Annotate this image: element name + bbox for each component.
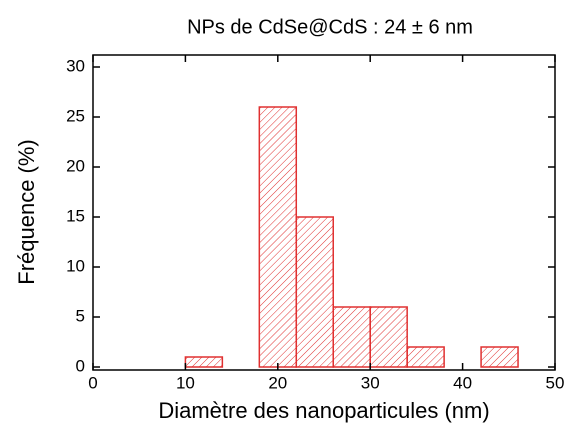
y-tick-label: 0 [76, 356, 85, 375]
y-tick-label: 15 [66, 206, 85, 225]
x-axis-label: Diamètre des nanoparticules (nm) [158, 398, 489, 423]
bar [369, 306, 408, 368]
bar [332, 306, 371, 368]
bar [480, 346, 519, 368]
x-tick-label: 20 [268, 373, 287, 392]
x-tick-label: 10 [176, 373, 195, 392]
bar [184, 356, 224, 368]
y-tick-label: 30 [66, 56, 85, 75]
y-tick-label: 25 [66, 106, 85, 125]
bar [258, 106, 298, 368]
x-tick-label: 0 [88, 373, 97, 392]
y-axis-label: Fréquence (%) [14, 139, 39, 285]
x-tick-label: 50 [546, 373, 565, 392]
chart-title: NPs de CdSe@CdS : 24 ± 6 nm [187, 16, 473, 38]
x-tick-label: 40 [453, 373, 472, 392]
x-tick-label: 30 [361, 373, 380, 392]
y-tick-label: 5 [76, 306, 85, 325]
bar [295, 216, 334, 368]
plot-frame [92, 54, 556, 371]
bar [406, 346, 445, 368]
y-tick-label: 10 [66, 256, 85, 275]
y-tick-label: 20 [66, 156, 85, 175]
